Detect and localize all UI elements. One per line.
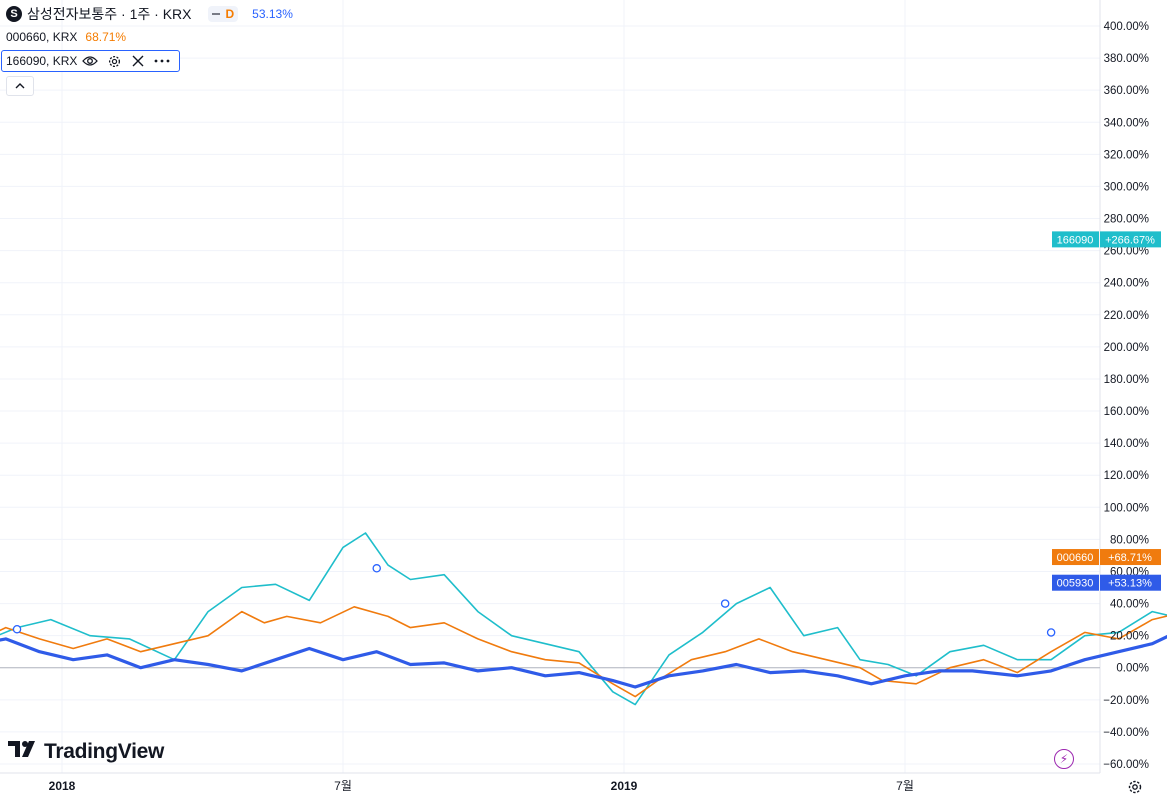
x-tick-label: 2018 (49, 779, 76, 793)
tradingview-wordmark: TradingView (44, 740, 165, 763)
compare-series-legend-000660[interactable]: 000660, KRX 68.71% (6, 28, 126, 46)
y-tick-label: 20.00% (1110, 631, 1149, 643)
dividend-marker[interactable] (12, 624, 22, 634)
tradingview-logo[interactable]: TradingView (8, 740, 164, 764)
y-tick-label: 180.00% (1104, 374, 1149, 386)
y-tick-label: 120.00% (1104, 470, 1149, 482)
y-tick-label: 240.00% (1104, 278, 1149, 290)
y-tick-label: 280.00% (1104, 214, 1149, 226)
compare-series-legend-166090[interactable]: 166090, KRX (1, 50, 181, 72)
symbol-tag-bg (1052, 549, 1099, 566)
settings-gear-icon[interactable] (1126, 778, 1144, 796)
time-scale[interactable]: 20187월20197월20207월20217월20227월20237월 (49, 779, 1167, 793)
close-icon[interactable] (127, 52, 149, 70)
y-tick-label: 400.00% (1104, 21, 1149, 33)
value-tag-text: +53.13% (1108, 578, 1152, 590)
value-tag-bg (1100, 574, 1161, 591)
series-layer (0, 74, 1167, 706)
y-tick-label: −20.00% (1103, 695, 1149, 707)
dividend-marker[interactable] (372, 564, 381, 573)
symbol-title[interactable]: 삼성전자보통주 · 1주 · KRX (27, 6, 192, 22)
dividend-marker[interactable] (720, 599, 730, 608)
price-scale[interactable]: 400.00% 380.00% 360.00% 340.00% 320.00% 300.0… (1103, 21, 1149, 771)
symbol-tag-text: 005930 (1057, 578, 1094, 590)
last-value-labels: 166090 +266.67% 000660 +68.71% 005930 +53.13% (1052, 231, 1161, 591)
compare-symbol-166090: 166090, KRX (6, 54, 78, 68)
gear-icon[interactable] (103, 52, 125, 70)
series-line-005930[interactable] (0, 531, 1167, 689)
x-tick-label: 2019 (611, 779, 638, 793)
last-value-label-166090: 166090 +266.67% (1052, 231, 1161, 248)
symbol-tag-text: 166090 (1057, 234, 1094, 246)
compare-symbol-000660: 000660, KRX (6, 30, 78, 44)
value-tag-bg (1100, 549, 1161, 566)
y-tick-label: 140.00% (1104, 438, 1149, 450)
y-tick-label: 40.00% (1110, 599, 1149, 611)
chevron-up-icon[interactable] (6, 76, 34, 96)
y-tick-label: 320.00% (1104, 149, 1149, 161)
last-value-label-005930: 005930 +53.13% (1052, 574, 1161, 591)
minus-icon (211, 13, 220, 15)
y-tick-label: 100.00% (1104, 502, 1149, 514)
x-tick-label: 7월 (334, 779, 352, 793)
lightning-icon[interactable]: ⚡ (1054, 749, 1074, 769)
dividend-markers (12, 564, 1056, 637)
eye-icon[interactable] (79, 52, 101, 70)
dividend-marker[interactable] (1046, 628, 1056, 637)
main-series-legend[interactable]: S 삼성전자보통주 · 1주 · KRX D 53.13% (6, 4, 293, 24)
series-line-166090[interactable] (0, 74, 1167, 706)
tradingview-mark-icon (8, 740, 38, 764)
y-tick-label: 160.00% (1104, 406, 1149, 418)
last-value-label-000660: 000660 +68.71% (1052, 549, 1161, 566)
interval-pill[interactable]: D (207, 6, 239, 22)
y-tick-label: 200.00% (1104, 342, 1149, 354)
symbol-logo: S (6, 6, 22, 22)
y-tick-label: 300.00% (1104, 181, 1149, 193)
value-tag-bg (1100, 231, 1161, 248)
y-tick-label: 260.00% (1104, 246, 1149, 258)
y-tick-label: 220.00% (1104, 310, 1149, 322)
value-tag-text: +68.71% (1108, 552, 1152, 564)
y-tick-label: 380.00% (1104, 53, 1149, 65)
y-tick-label: 80.00% (1110, 534, 1149, 546)
x-tick-label: 7월 (896, 779, 914, 793)
compare-change-000660: 68.71% (85, 30, 127, 44)
interval-label: D (225, 7, 235, 21)
y-tick-label: −40.00% (1103, 727, 1149, 739)
y-tick-label: −60.00% (1103, 759, 1149, 771)
y-tick-label: 0.00% (1116, 663, 1149, 675)
symbol-tag-text: 000660 (1057, 552, 1094, 564)
symbol-tag-bg (1052, 231, 1099, 248)
grid-lines (0, 0, 1101, 774)
y-tick-label: 360.00% (1104, 85, 1149, 97)
value-tag-text: +266.67% (1105, 234, 1155, 246)
series-line-000660[interactable] (0, 507, 1167, 698)
symbol-tag-bg (1052, 574, 1099, 591)
more-icon[interactable] (151, 52, 173, 70)
y-tick-label: 340.00% (1104, 117, 1149, 129)
main-change-value: 53.13% (252, 7, 293, 21)
